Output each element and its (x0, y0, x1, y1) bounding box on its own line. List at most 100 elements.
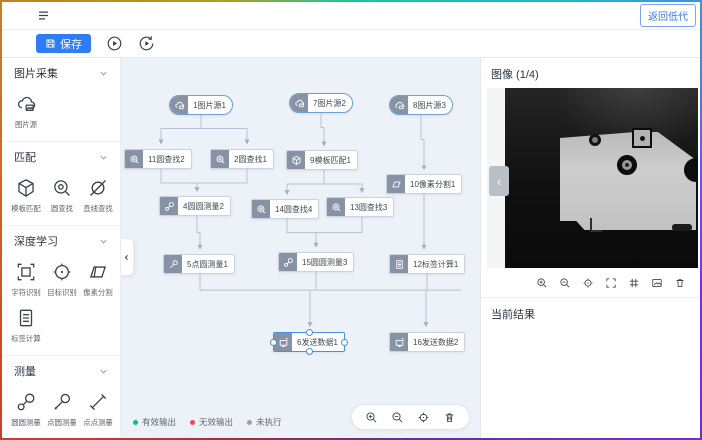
tool-point-point-measure[interactable]: 点点测量 (81, 391, 115, 428)
cube-icon (15, 177, 37, 199)
current-result-title: 当前结果 (491, 309, 535, 321)
main-area: 图片采集 图片源 匹配 (2, 58, 700, 438)
status-legend: 有效输出 无效输出 未执行 (133, 416, 282, 428)
zoom-in-icon[interactable] (536, 277, 548, 289)
plate-slot (672, 224, 692, 231)
section-title: 深度学习 (14, 236, 58, 248)
connection-handle-bottom[interactable] (305, 348, 313, 355)
connection-handle-right[interactable] (340, 339, 348, 346)
zoom-out-icon[interactable] (559, 277, 571, 289)
tool-label: 点点测量 (83, 418, 113, 427)
save-button[interactable]: 保存 (36, 34, 91, 53)
inspection-photo[interactable] (505, 88, 698, 268)
locate-icon[interactable] (582, 277, 594, 289)
node-template-match-1[interactable]: 9模板匹配1 (286, 150, 358, 170)
section-items: 模板匹配 圆查找 直线查找 (2, 169, 120, 225)
node-circle-find-4[interactable]: 14圆查找4 (251, 199, 320, 219)
zoom-out-icon[interactable] (391, 411, 404, 424)
line-find-icon (87, 177, 109, 199)
connection-handle-left[interactable] (270, 339, 277, 346)
play-step-icon (138, 35, 155, 52)
node-pixel-segmentation-1[interactable]: 10像素分割1 (386, 174, 463, 194)
node-circle-find-3[interactable]: 13圆查找3 (326, 197, 395, 217)
trash-icon[interactable] (443, 411, 456, 424)
section-matching: 匹配 模板匹配 圆查找 (2, 142, 120, 226)
tool-label-calc[interactable]: 标签计算 (9, 307, 43, 344)
section-deep-learning: 深度学习 字符识别 目标识别 (2, 226, 120, 356)
tool-circle-circle-measure[interactable]: 圆圆测量 (9, 391, 43, 428)
run-button[interactable] (106, 35, 123, 52)
section-header[interactable]: 图片采集 (2, 58, 120, 85)
prev-image-button[interactable]: ‹ (489, 166, 509, 196)
node-circle-find-1[interactable]: 2圆查找1 (210, 149, 274, 169)
node-send-data-1[interactable]: 6发送数据1 (270, 329, 348, 355)
circle-find-icon (252, 200, 270, 218)
cube-icon (287, 151, 305, 169)
tool-pixel-segmentation[interactable]: 像素分割 (81, 261, 115, 298)
section-header[interactable]: 深度学习 (2, 226, 120, 253)
tool-line-find[interactable]: 直线查找 (81, 177, 115, 214)
legend-idle: 未执行 (247, 416, 282, 428)
tool-template-match[interactable]: 模板匹配 (9, 177, 43, 214)
preview-panel: 图像 (1/4) ‹ (480, 58, 700, 438)
grid-icon[interactable] (628, 277, 640, 289)
tool-char-recognition[interactable]: 字符识别 (9, 261, 43, 298)
fullscreen-icon[interactable] (605, 277, 617, 289)
node-label: 9模板匹配1 (310, 155, 351, 165)
menu-icon[interactable] (36, 8, 51, 23)
send-data-icon (274, 333, 292, 351)
sidebar-collapse-handle[interactable] (121, 238, 134, 276)
section-items: 字符识别 目标识别 像素分割 (2, 253, 120, 355)
back-to-lowcode-button[interactable]: 返回低代 (640, 4, 696, 27)
section-items: 圆圆测量 点圆测量 点点测量 (2, 383, 120, 438)
legend-label: 无效输出 (199, 417, 234, 427)
trash-icon[interactable] (674, 277, 686, 289)
tool-point-circle-measure[interactable]: 点圆测量 (45, 391, 79, 428)
node-label-calc-1[interactable]: 12标签计算1 (389, 254, 466, 274)
chevron-down-icon (99, 237, 108, 246)
node-label: 4圆圆测量2 (183, 201, 224, 211)
section-title: 图片采集 (14, 68, 58, 80)
node-image-source-2[interactable]: 7图片源2 (289, 93, 353, 113)
point-circle-measure-icon (51, 391, 73, 413)
save-image-icon[interactable] (651, 277, 663, 289)
legend-invalid: 无效输出 (190, 416, 233, 428)
tool-label: 像素分割 (83, 288, 113, 297)
node-point-circle-measure-1[interactable]: 5点圆测量1 (163, 254, 235, 274)
node-send-data-2[interactable]: 16发送数据2 (389, 332, 466, 352)
circle-circle-measure-icon (15, 391, 37, 413)
node-image-source-1[interactable]: 1图片源1 (169, 95, 233, 115)
node-image-source-3[interactable]: 8图片源3 (389, 95, 453, 115)
tool-target-recognition[interactable]: 目标识别 (45, 261, 79, 298)
tool-label: 标签计算 (11, 334, 41, 343)
node-label: 1图片源1 (193, 100, 226, 110)
node-circle-find-2[interactable]: 11圆查找2 (124, 149, 192, 169)
segmentation-icon (87, 261, 109, 283)
section-header[interactable]: 测量 (2, 356, 120, 383)
connection-handle-top[interactable] (305, 329, 313, 336)
plate-right-notch (684, 158, 698, 182)
node-circle-circle-measure-2[interactable]: 4圆圆测量2 (159, 196, 231, 216)
locate-icon[interactable] (417, 411, 430, 424)
tool-image-source[interactable]: 图片源 (9, 93, 43, 130)
section-title: 测量 (14, 366, 36, 378)
valid-dot (133, 419, 138, 425)
section-header[interactable]: 匹配 (2, 142, 120, 169)
flow-canvas[interactable]: 1图片源1 7图片源2 8图片源3 11圆查找2 2圆查找1 9模板匹配1 (121, 58, 480, 438)
circle-circle-measure-icon (279, 253, 297, 271)
step-run-button[interactable] (138, 35, 155, 52)
ocr-icon (15, 261, 37, 283)
tool-label: 字符识别 (11, 288, 41, 297)
tool-label: 模板匹配 (11, 204, 41, 213)
tool-circle-find[interactable]: 圆查找 (45, 177, 79, 214)
tool-label: 目标识别 (47, 288, 77, 297)
segmentation-icon (387, 175, 405, 193)
zoom-in-icon[interactable] (365, 411, 378, 424)
plate-bolt-hole (589, 134, 601, 146)
legend-label: 有效输出 (142, 417, 177, 427)
app-header: 返回低代 (2, 2, 700, 30)
node-label: 14圆查找4 (275, 204, 313, 214)
node-circle-circle-measure-3[interactable]: 15圆圆测量3 (278, 252, 355, 272)
